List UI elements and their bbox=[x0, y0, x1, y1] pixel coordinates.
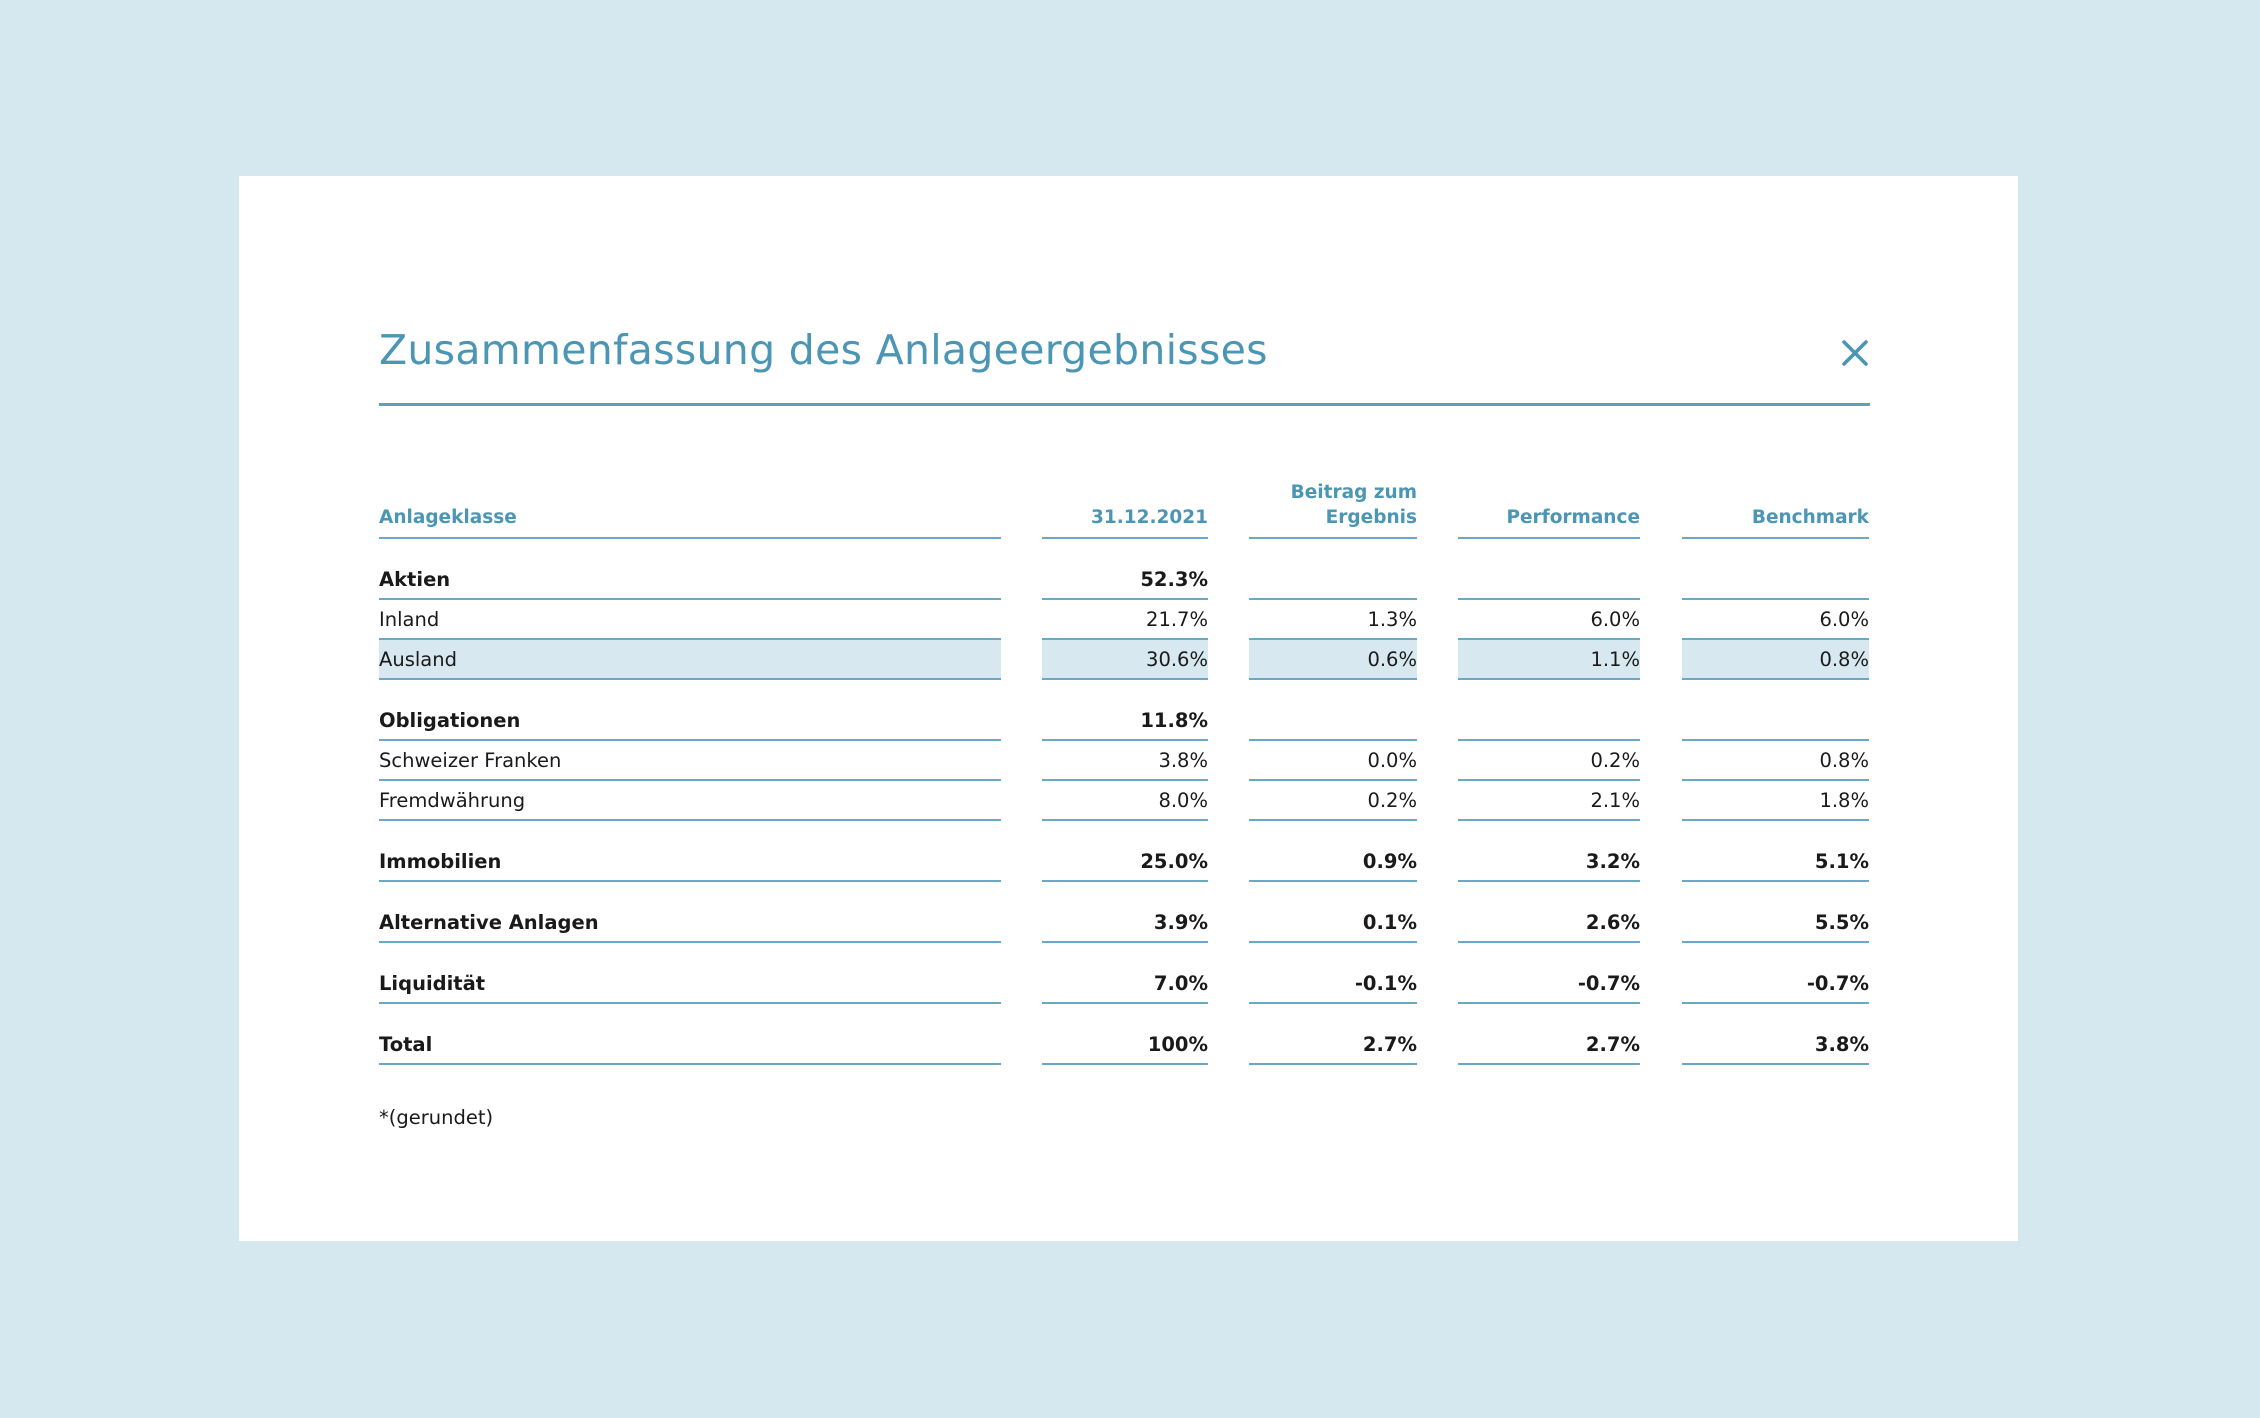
asset-class-cell: Ausland bbox=[379, 640, 1001, 680]
column-header: 31.12.2021 bbox=[1042, 470, 1208, 539]
value-cell bbox=[1458, 701, 1640, 741]
table-row: Alternative Anlagen 3.9% 0.1% 2.6% 5.5% bbox=[379, 903, 1870, 943]
value-cell: 8.0% bbox=[1042, 781, 1208, 821]
value-cell: 30.6% bbox=[1042, 640, 1208, 680]
column-header: Beitrag zum Ergebnis bbox=[1249, 470, 1417, 539]
asset-class-cell: Schweizer Franken bbox=[379, 741, 1001, 781]
value-cell: 100% bbox=[1042, 1025, 1208, 1065]
value-cell: 7.0% bbox=[1042, 964, 1208, 1004]
value-cell: 3.8% bbox=[1682, 1025, 1869, 1065]
value-cell: 0.2% bbox=[1249, 781, 1417, 821]
value-cell: 1.3% bbox=[1249, 600, 1417, 640]
value-cell: 6.0% bbox=[1458, 600, 1640, 640]
value-cell: 21.7% bbox=[1042, 600, 1208, 640]
value-cell: 1.8% bbox=[1682, 781, 1869, 821]
value-cell: 0.8% bbox=[1682, 640, 1869, 680]
value-cell: 0.1% bbox=[1249, 903, 1417, 943]
value-cell: 3.8% bbox=[1042, 741, 1208, 781]
table-row: Fremdwährung 8.0% 0.2% 2.1% 1.8% bbox=[379, 781, 1870, 821]
value-cell: 2.1% bbox=[1458, 781, 1640, 821]
title-divider bbox=[379, 403, 1870, 406]
table-row: Schweizer Franken 3.8% 0.0% 0.2% 0.8% bbox=[379, 741, 1870, 781]
table-row: Obligationen 11.8% bbox=[379, 701, 1870, 741]
value-cell: 0.9% bbox=[1249, 842, 1417, 882]
value-cell bbox=[1682, 701, 1869, 741]
value-cell: 52.3% bbox=[1042, 560, 1208, 600]
asset-class-cell: Inland bbox=[379, 600, 1001, 640]
value-cell: 0.8% bbox=[1682, 741, 1869, 781]
value-cell: 5.5% bbox=[1682, 903, 1869, 943]
asset-class-cell: Immobilien bbox=[379, 842, 1001, 882]
dialog-title: Zusammenfassung des Anlageergebnisses bbox=[379, 326, 1268, 374]
table-row: Total 100% 2.7% 2.7% 3.8% bbox=[379, 1025, 1870, 1065]
column-header: Anlageklasse bbox=[379, 470, 1001, 539]
table-header-row: Anlageklasse 31.12.2021 Beitrag zum Ergebn… bbox=[379, 470, 1870, 539]
value-cell: 11.8% bbox=[1042, 701, 1208, 741]
table-row: Aktien 52.3% bbox=[379, 560, 1870, 600]
value-cell: -0.7% bbox=[1458, 964, 1640, 1004]
asset-class-cell: Alternative Anlagen bbox=[379, 903, 1001, 943]
value-cell: -0.7% bbox=[1682, 964, 1869, 1004]
value-cell: 2.6% bbox=[1458, 903, 1640, 943]
value-cell bbox=[1249, 701, 1417, 741]
value-cell: 0.6% bbox=[1249, 640, 1417, 680]
asset-class-cell: Total bbox=[379, 1025, 1001, 1065]
value-cell: -0.1% bbox=[1249, 964, 1417, 1004]
value-cell: 6.0% bbox=[1682, 600, 1869, 640]
close-button[interactable] bbox=[1838, 336, 1872, 370]
asset-class-cell: Aktien bbox=[379, 560, 1001, 600]
table-row: Liquidität 7.0% -0.1% -0.7% -0.7% bbox=[379, 964, 1870, 1004]
results-table: Anlageklasse 31.12.2021 Beitrag zum Ergebn… bbox=[379, 470, 1870, 1065]
asset-class-cell: Liquidität bbox=[379, 964, 1001, 1004]
value-cell bbox=[1249, 560, 1417, 600]
value-cell bbox=[1682, 560, 1869, 600]
asset-class-cell: Fremdwährung bbox=[379, 781, 1001, 821]
value-cell: 0.0% bbox=[1249, 741, 1417, 781]
close-x-icon bbox=[1842, 340, 1868, 366]
table-row: Immobilien 25.0% 0.9% 3.2% 5.1% bbox=[379, 842, 1870, 882]
asset-class-cell: Obligationen bbox=[379, 701, 1001, 741]
value-cell: 2.7% bbox=[1249, 1025, 1417, 1065]
column-header: Performance bbox=[1458, 470, 1640, 539]
value-cell: 3.2% bbox=[1458, 842, 1640, 882]
value-cell bbox=[1458, 560, 1640, 600]
table-row: Ausland 30.6% 0.6% 1.1% 0.8% bbox=[379, 640, 1870, 680]
value-cell: 0.2% bbox=[1458, 741, 1640, 781]
column-header: Benchmark bbox=[1682, 470, 1869, 539]
footnote: *(gerundet) bbox=[379, 1106, 494, 1129]
value-cell: 25.0% bbox=[1042, 842, 1208, 882]
value-cell: 2.7% bbox=[1458, 1025, 1640, 1065]
table-row: Inland 21.7% 1.3% 6.0% 6.0% bbox=[379, 600, 1870, 640]
value-cell: 3.9% bbox=[1042, 903, 1208, 943]
value-cell: 5.1% bbox=[1682, 842, 1869, 882]
value-cell: 1.1% bbox=[1458, 640, 1640, 680]
